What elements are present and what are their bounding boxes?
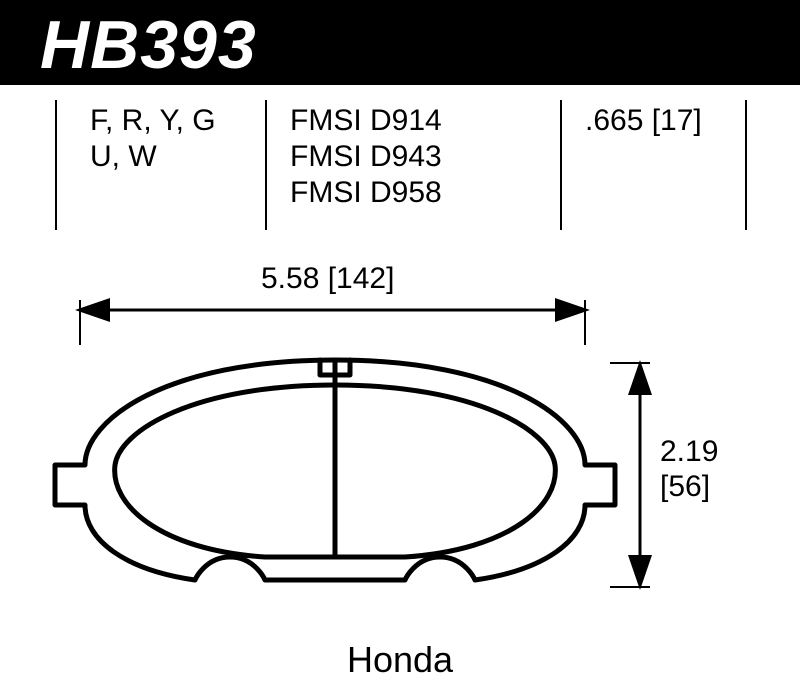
fmsi-0: FMSI D914 [290,104,442,138]
width-label: 5.58 [142] [255,262,400,296]
compound-codes-1: F, R, Y, G [90,104,216,138]
divider [265,100,267,230]
thickness: .665 [17] [585,104,702,138]
divider [560,100,562,230]
fmsi-1: FMSI D943 [290,140,442,174]
divider [745,100,747,230]
fmsi-2: FMSI D958 [290,176,442,210]
compound-codes-2: U, W [90,140,157,174]
header-bar: HB393 [0,0,800,85]
brand-label: Honda [0,639,800,681]
brake-pad-outline [45,345,645,605]
height-in: 2.19 [660,435,718,469]
divider [55,100,57,230]
height-mm: [56] [660,470,710,504]
part-number: HB393 [40,6,257,84]
spec-row: F, R, Y, G U, W FMSI D914 FMSI D943 FMSI… [0,100,800,230]
